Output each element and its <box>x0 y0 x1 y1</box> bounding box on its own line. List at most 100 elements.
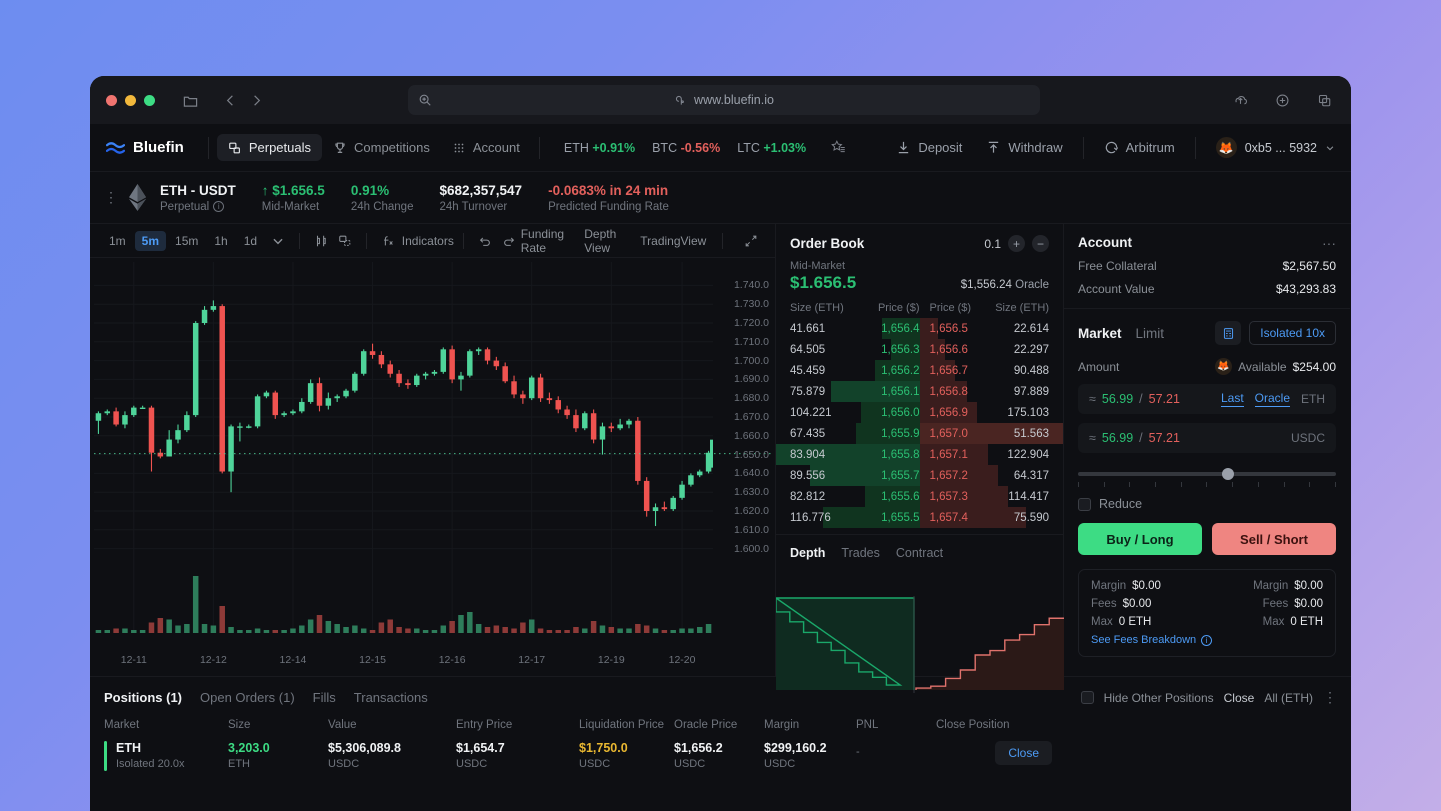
sidebar-toggle-icon[interactable] <box>177 87 203 113</box>
forward-button[interactable] <box>243 87 269 113</box>
buy-long-button[interactable]: Buy / Long <box>1078 523 1202 555</box>
brand-logo[interactable]: Bluefin <box>106 139 200 156</box>
ellipsis-icon[interactable]: ··· <box>1322 234 1336 251</box>
close-window-button[interactable] <box>106 94 117 106</box>
order-book-row[interactable]: 45.459 1,656.2 1,656.7 90.488 <box>776 360 1063 381</box>
info-icon[interactable]: i <box>213 201 225 212</box>
indicators-label[interactable]: Indicators <box>401 233 454 248</box>
order-book-row[interactable]: 67.435 1,655.9 1,657.0 51.563 <box>776 423 1063 444</box>
order-type-market[interactable]: Market <box>1078 325 1122 341</box>
ticker-ltc[interactable]: LTC +1.03% <box>737 141 806 155</box>
reduce-checkbox[interactable] <box>1078 497 1091 511</box>
tab-trades[interactable]: Trades <box>841 546 880 560</box>
hide-other-positions-checkbox[interactable] <box>1080 691 1094 704</box>
reduce-only-row[interactable]: Reduce <box>1064 491 1350 511</box>
market-menu-icon[interactable]: ⋮ <box>104 189 118 205</box>
back-button[interactable] <box>217 87 243 113</box>
ticker-btc[interactable]: BTC -0.56% <box>652 141 720 155</box>
see-fees-breakdown-link[interactable]: See Fees Breakdown i <box>1091 634 1323 646</box>
nav-item-competitions[interactable]: Competitions <box>322 134 441 161</box>
minimize-window-button[interactable] <box>125 94 136 106</box>
tab-fills[interactable]: Fills <box>312 690 336 705</box>
order-book-row[interactable]: 89.556 1,655.7 1,657.2 64.317 <box>776 465 1063 486</box>
amount-input[interactable]: ≈ 56.99 / 57.21 Last Oracle ETH <box>1078 384 1336 414</box>
order-book-bid[interactable]: 67.435 1,655.9 <box>776 423 920 444</box>
order-book-bid[interactable]: 104.221 1,656.0 <box>776 402 920 423</box>
order-book-ask[interactable]: 1,656.8 97.889 <box>919 381 1064 402</box>
order-book-row[interactable]: 104.221 1,656.0 1,656.9 175.103 <box>776 402 1063 423</box>
timeframe-1h[interactable]: 1h <box>214 233 228 248</box>
address-bar[interactable]: www.bluefin.io <box>408 85 1040 115</box>
tab-transactions[interactable]: Transactions <box>353 690 428 705</box>
candlestick-chart[interactable]: 1.740.0 1.730.0 1.720.0 1.710.0 1.700.0 1.690… <box>90 258 775 676</box>
tab-contract[interactable]: Contract <box>895 546 944 560</box>
withdraw-button[interactable]: Withdraw <box>974 140 1074 155</box>
ticker-eth[interactable]: ETH +0.91% <box>564 141 635 155</box>
order-book-bid[interactable]: 82.812 1,655.6 <box>776 486 920 507</box>
order-book-bid[interactable]: 83.904 1,655.8 <box>776 444 920 465</box>
candle-type-icon[interactable] <box>309 234 333 248</box>
order-book-ask[interactable]: 1,657.2 64.317 <box>919 465 1064 486</box>
order-type-limit[interactable]: Limit <box>1135 325 1165 341</box>
slider-track[interactable] <box>1078 472 1336 476</box>
deposit-button[interactable]: Deposit <box>884 140 974 155</box>
network-selector[interactable]: Arbitrum <box>1092 140 1187 155</box>
window-controls[interactable] <box>106 94 155 106</box>
share-icon[interactable] <box>1227 87 1253 113</box>
order-book-ask[interactable]: 1,657.3 114.417 <box>919 486 1064 507</box>
order-book-bid[interactable]: 116.776 1,655.5 <box>776 507 920 528</box>
increase-tick-button[interactable]: + <box>1008 235 1025 252</box>
order-book-row[interactable]: 64.505 1,656.3 1,656.6 22.297 <box>776 339 1063 360</box>
order-book-ask[interactable]: 1,656.9 175.103 <box>919 402 1064 423</box>
timeframe-15m[interactable]: 15m <box>175 233 199 248</box>
price-source-last[interactable]: Last <box>1220 391 1244 407</box>
nav-item-perpetuals[interactable]: Perpetuals <box>216 134 322 161</box>
order-book-bid[interactable]: 75.879 1,656.1 <box>776 381 920 402</box>
order-book-bid[interactable]: 45.459 1,656.2 <box>776 360 920 381</box>
sell-short-button[interactable]: Sell / Short <box>1212 523 1336 555</box>
redo-icon[interactable] <box>497 234 521 248</box>
compare-icon[interactable] <box>333 234 357 248</box>
order-book-bid[interactable]: 64.505 1,656.3 <box>776 339 920 360</box>
decrease-tick-button[interactable]: − <box>1032 235 1049 252</box>
tradingview-tab[interactable]: TradingView <box>640 233 707 248</box>
tab-positions[interactable]: Positions (1) <box>104 690 183 705</box>
close-position-button[interactable]: Close <box>995 741 1052 765</box>
order-book-row[interactable]: 116.776 1,655.5 1,657.4 75.590 <box>776 507 1063 528</box>
favorites-icon[interactable] <box>825 135 851 161</box>
info-icon-fees[interactable]: i <box>1201 634 1213 646</box>
tabs-overview-icon[interactable] <box>1311 87 1337 113</box>
price-source-oracle[interactable]: Oracle <box>1254 391 1290 407</box>
timeframe-1d[interactable]: 1d <box>243 233 258 248</box>
undo-icon[interactable] <box>473 234 497 248</box>
order-book-row[interactable]: 41.661 1,656.4 1,656.5 22.614 <box>776 318 1063 339</box>
order-book-ask[interactable]: 1,656.5 22.614 <box>919 318 1064 339</box>
positions-menu-icon[interactable]: ⋮ <box>1323 689 1337 705</box>
funding-rate-view-tab[interactable]: Funding Rate <box>520 226 565 255</box>
timeframe-dropdown-icon[interactable] <box>266 234 290 248</box>
order-book-row[interactable]: 83.904 1,655.8 1,657.1 122.904 <box>776 444 1063 465</box>
wallet-button[interactable]: 🦊 0xb5 ... 5932 <box>1204 137 1335 158</box>
leverage-button[interactable]: Isolated 10x <box>1249 321 1336 345</box>
timeframe-1m[interactable]: 1m <box>109 233 126 248</box>
tab-depth[interactable]: Depth <box>790 546 826 560</box>
slider-knob[interactable] <box>1221 468 1234 480</box>
order-book-ask[interactable]: 1,657.1 122.904 <box>919 444 1064 465</box>
amount-slider[interactable] <box>1078 468 1336 491</box>
order-book-ask[interactable]: 1,657.4 75.590 <box>919 507 1064 528</box>
market-pair[interactable]: ETH - USDT Perpetual i <box>160 183 262 213</box>
order-book-ask[interactable]: 1,657.0 51.563 <box>919 423 1063 444</box>
fullscreen-icon[interactable] <box>739 234 763 248</box>
maximize-window-button[interactable] <box>144 94 155 106</box>
table-row[interactable]: ETH Isolated 20.0x 3,203.0 ETH $5,306,08… <box>90 731 1351 771</box>
tab-open-orders[interactable]: Open Orders (1) <box>200 690 295 705</box>
calculator-icon[interactable] <box>1215 321 1242 345</box>
depth-view-tab[interactable]: Depth View <box>584 226 617 255</box>
order-book-row[interactable]: 82.812 1,655.6 1,657.3 114.417 <box>776 486 1063 507</box>
function-icon[interactable] <box>376 234 400 248</box>
order-book-bid[interactable]: 41.661 1,656.4 <box>776 318 920 339</box>
timeframe-5m[interactable]: 5m <box>134 230 167 251</box>
order-book-bid[interactable]: 89.556 1,655.7 <box>776 465 920 486</box>
new-tab-icon[interactable] <box>1269 87 1295 113</box>
order-book-row[interactable]: 75.879 1,656.1 1,656.8 97.889 <box>776 381 1063 402</box>
